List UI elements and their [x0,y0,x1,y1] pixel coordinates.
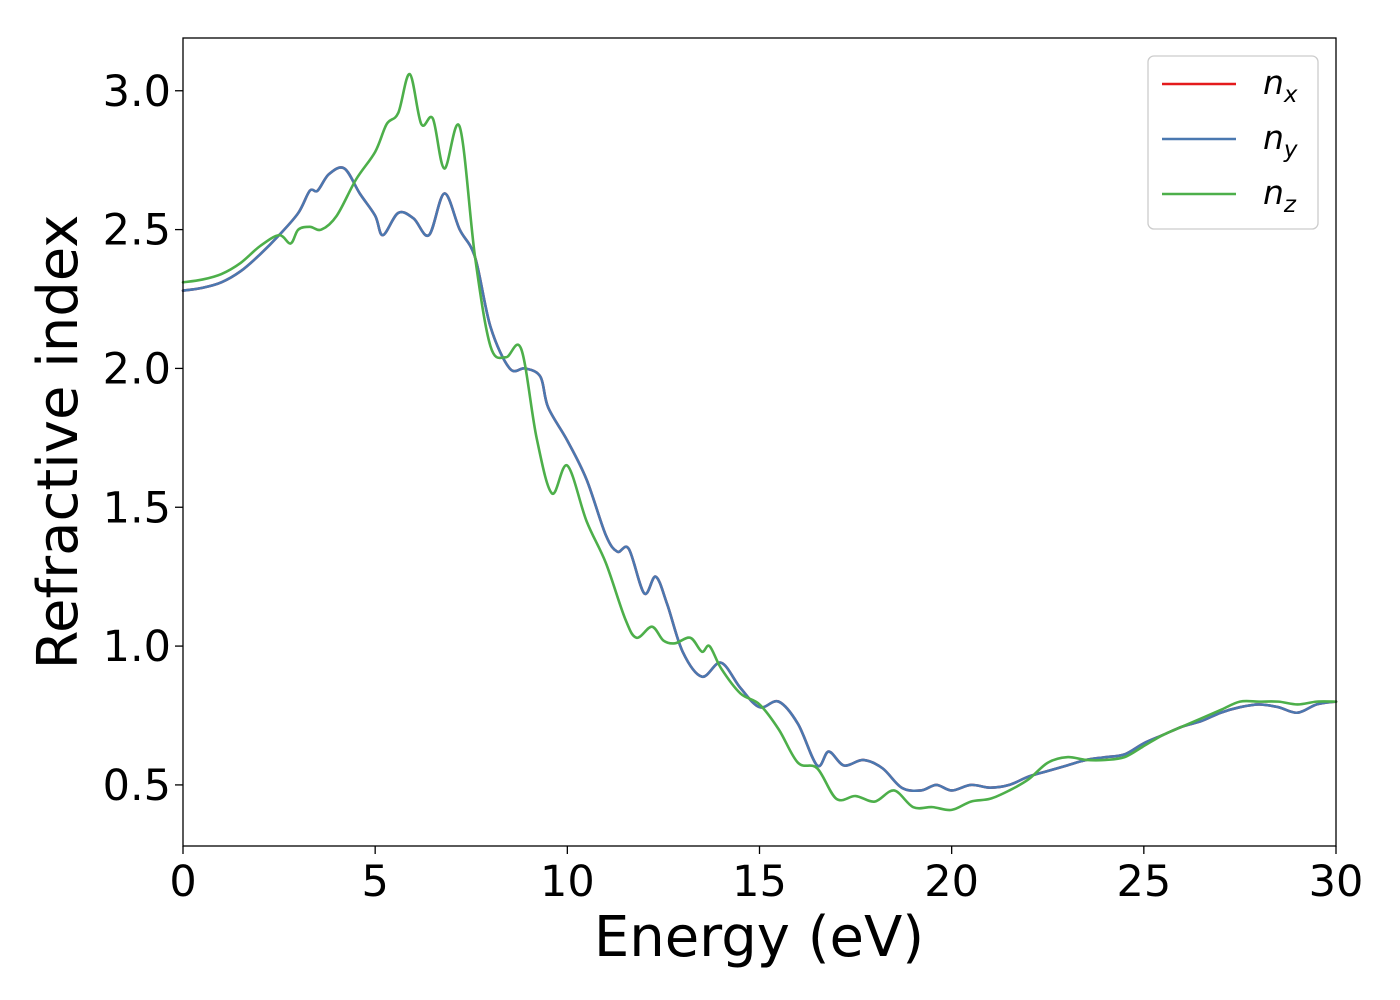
y-tick-label: 1.5 [103,483,171,533]
x-tick-label: 10 [540,857,595,907]
y-axis-title: Refractive index [26,215,91,670]
y-axis-ticks: 0.5 1.0 1.5 2.0 2.5 3.0 [103,67,183,811]
x-axis-ticks: 0 5 10 15 20 25 30 [169,846,1363,907]
x-tick-label: 5 [361,857,388,907]
series-line-z [181,72,1338,812]
series-line-y [181,166,1338,793]
legend-label-z: nz [1263,173,1297,218]
y-tick-label: 2.5 [103,206,171,256]
x-tick-label: 25 [1116,857,1171,907]
legend-box [1147,55,1319,230]
series-group [181,72,1338,812]
y-tick-label: 1.0 [103,622,171,672]
x-tick-label: 15 [732,857,787,907]
legend: nx ny nz [1147,55,1319,230]
x-tick-label: 20 [924,857,979,907]
legend-label-x: nx [1263,63,1298,108]
y-tick-label: 3.0 [103,67,171,117]
x-tick-label: 0 [169,857,196,907]
x-axis-title: Energy (eV) [594,905,924,970]
y-tick-label: 2.0 [103,344,171,394]
y-tick-label: 0.5 [103,761,171,811]
legend-label-y: ny [1263,118,1298,163]
x-tick-label: 30 [1309,857,1364,907]
